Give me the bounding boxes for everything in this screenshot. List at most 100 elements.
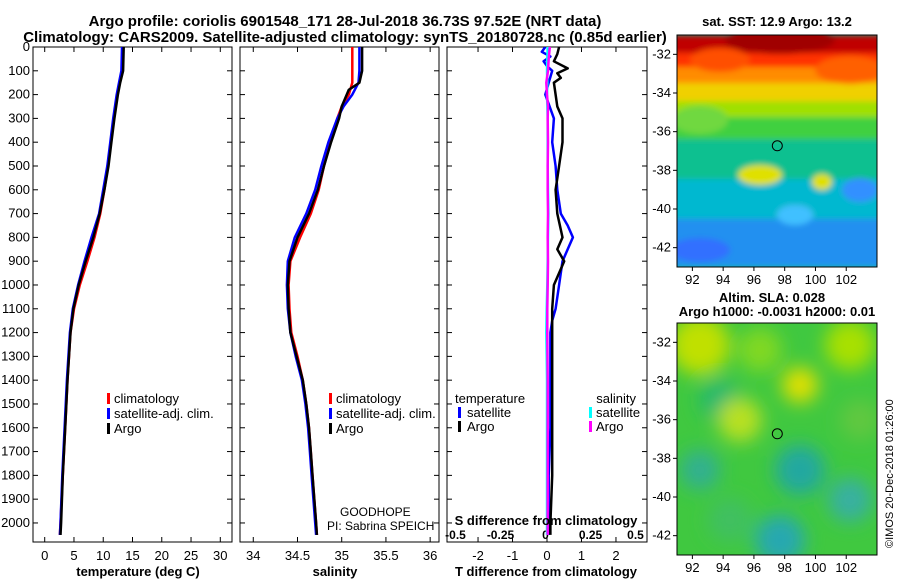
- x-tick-label: 15: [125, 548, 139, 563]
- legend-sal-satellite-swatch: [589, 407, 592, 418]
- project-name: GOODHOPE: [340, 505, 411, 519]
- sla-heatmap: [677, 323, 877, 555]
- legend-climatology-swatch: [107, 393, 110, 404]
- depth-tick-label: 700: [8, 206, 30, 221]
- s-tick-label: -0.5: [445, 528, 466, 542]
- difference-x-axis: -2 -1 0 1 2: [472, 47, 620, 563]
- legend-argo-swatch: [107, 423, 110, 434]
- legend-satellite-swatch: [107, 408, 110, 419]
- depth-tick-label: 2000: [1, 515, 30, 530]
- x-tick-label: 34.5: [285, 548, 310, 563]
- salinity-panel-frame: [239, 46, 440, 543]
- sla-patch: [825, 323, 875, 370]
- temperature-legend: climatology satellite-adj. clim. Argo: [107, 391, 214, 436]
- legend-temp-satellite-swatch: [458, 407, 461, 418]
- difference-top-label: S difference from climatology: [455, 513, 639, 528]
- legend-sal-satellite-label: satellite: [596, 405, 640, 420]
- sla-map-axes: 92 94 96 98 100 102 -32 -34 -36 -38 -40 -42: [652, 334, 857, 575]
- sst-heatmap: [677, 35, 877, 267]
- salinity-profiles: [285, 47, 364, 535]
- depth-tick-label: 1900: [1, 491, 30, 506]
- salinity-legend: climatology satellite-adj. clim. Argo GO…: [327, 391, 436, 533]
- sla-patch: [828, 478, 872, 522]
- legend-argo-label: Argo: [114, 421, 141, 436]
- s-tick-label: 0.5: [627, 528, 644, 542]
- x-tick-label: 5: [70, 548, 77, 563]
- imos-credit: ©IMOS 20-Dec-2018 01:26:00: [884, 399, 896, 548]
- sst-patch: [677, 106, 728, 134]
- depth-tick-label: 1700: [1, 444, 30, 459]
- depth-tick-label: 1100: [2, 301, 30, 316]
- depth-tick-label: 1500: [1, 396, 30, 411]
- sst-field: [677, 35, 877, 267]
- sla-patch: [775, 445, 825, 495]
- lat-tick-label: -38: [652, 450, 671, 465]
- sla-patch: [680, 450, 720, 490]
- temperature-x-label: temperature (deg C): [76, 564, 200, 579]
- lat-tick-label: -40: [652, 489, 671, 504]
- difference-legend-temperature: temperature satellite Argo: [455, 391, 525, 434]
- depth-tick-label: 1600: [1, 420, 30, 435]
- sla-patch: [782, 367, 818, 403]
- depth-tick-label: 600: [8, 182, 30, 197]
- sst-patch: [738, 165, 782, 185]
- profile-line-climatology: [287, 47, 354, 535]
- profile-line-argo: [59, 47, 125, 535]
- sst-map-frame: [676, 34, 878, 268]
- profile-line-satellite-adj-clim-: [285, 47, 361, 535]
- depth-tick-label: 0: [23, 39, 30, 54]
- sst-map-title: sat. SST: 12.9 Argo: 13.2: [702, 14, 852, 29]
- legend-climatology-label: climatology: [114, 391, 180, 406]
- lon-tick-label: 98: [777, 560, 791, 575]
- legend-satellite-label: satellite-adj. clim.: [114, 406, 214, 421]
- x-tick-label: 0: [41, 548, 48, 563]
- difference-profiles: [540, 47, 575, 535]
- x-tick-label: 0: [543, 548, 550, 563]
- temperature-x-axis: 0 5 10 15 20 25 30: [41, 47, 228, 563]
- sst-map-axes: 92 94 96 98 100 102 -32 -34 -36 -38 -40 -42: [652, 46, 857, 287]
- sst-patch: [777, 205, 813, 225]
- sla-map-frame: [676, 322, 878, 556]
- salinity-x-axis: 34 34.5 35 35.5 36: [246, 47, 437, 563]
- sla-field: [677, 323, 877, 555]
- lon-tick-label: 100: [805, 272, 827, 287]
- lat-tick-label: -42: [652, 528, 671, 543]
- profile-line-temperature-argo: [549, 47, 569, 535]
- legend-satellite-label: satellite-adj. clim.: [336, 406, 436, 421]
- depth-tick-label: 1800: [1, 467, 30, 482]
- depth-tick-label: 1400: [1, 372, 30, 387]
- legend-temp-satellite-label: satellite: [467, 405, 511, 420]
- x-tick-label: -2: [472, 548, 484, 563]
- legend-argo-swatch: [329, 423, 332, 434]
- lon-tick-label: 98: [777, 272, 791, 287]
- sst-patch: [725, 35, 835, 54]
- x-tick-label: 34: [246, 548, 260, 563]
- lon-tick-label: 94: [716, 272, 730, 287]
- sla-map-title: Altim. SLA: 0.028: [719, 290, 825, 305]
- depth-tick-label: 500: [8, 158, 30, 173]
- x-tick-label: 1: [578, 548, 585, 563]
- temperature-profiles: [58, 47, 125, 535]
- s-tick-label: 0: [542, 528, 549, 542]
- lat-tick-label: -36: [652, 124, 671, 139]
- depth-tick-label: 900: [8, 253, 30, 268]
- lon-tick-label: 94: [716, 560, 730, 575]
- lon-tick-label: 102: [835, 560, 857, 575]
- lat-tick-label: -32: [652, 46, 671, 61]
- difference-x-label: T difference from climatology: [455, 564, 638, 579]
- salinity-x-label: salinity: [313, 564, 359, 579]
- sst-band: [677, 83, 877, 101]
- lat-tick-label: -38: [652, 162, 671, 177]
- lon-tick-label: 100: [805, 560, 827, 575]
- profile-line-satellite-adj-clim-: [58, 47, 124, 535]
- depth-tick-label: 800: [8, 229, 30, 244]
- legend-sal-argo-swatch: [589, 421, 592, 432]
- sst-patch: [842, 178, 877, 202]
- depth-tick-label: 1200: [1, 325, 30, 340]
- legend-climatology-label: climatology: [336, 391, 402, 406]
- argo-position-marker: [771, 428, 783, 440]
- sla-patch: [708, 498, 752, 542]
- depth-axis: 0 100 200 300 400 500 600 700 800 900 1000 1100 1200…: [1, 39, 647, 530]
- title-line-2: Climatology: CARS2009. Satellite-adjuste…: [23, 29, 667, 46]
